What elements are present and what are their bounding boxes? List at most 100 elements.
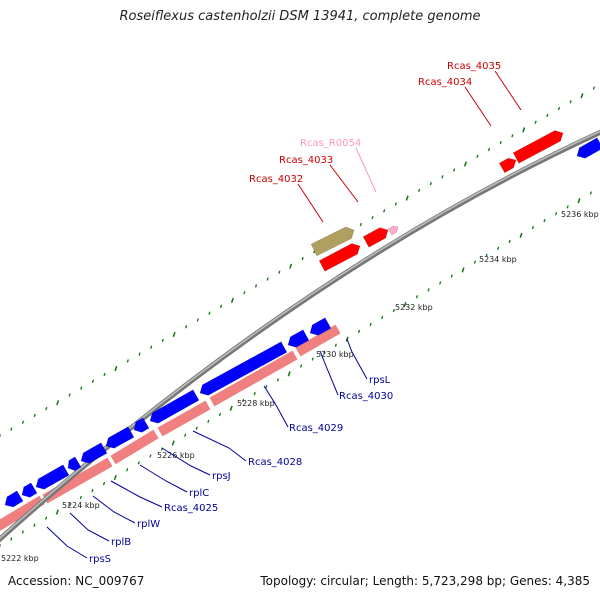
- tick-dot-outer: [126, 359, 129, 363]
- reverse-gene-label: rpsJ: [212, 471, 231, 482]
- tick-dot-inner: [403, 301, 407, 308]
- tick-dot-outer: [208, 311, 211, 315]
- tick-dot-outer: [592, 86, 595, 90]
- rna-gene-arrow: [387, 225, 399, 236]
- tick-dot-outer: [301, 257, 304, 261]
- reverse-gene-arrow: [287, 329, 310, 348]
- forward-label-leader: [329, 164, 359, 203]
- tick-dot-outer: [569, 100, 572, 104]
- tick-dot-outer: [266, 277, 269, 281]
- tick-dot-inner: [485, 253, 488, 257]
- tick-dot-inner: [461, 267, 465, 273]
- tick-dot-outer: [359, 222, 362, 227]
- reverse-gene-arrow: [133, 417, 150, 433]
- tick-dot-outer: [68, 393, 71, 397]
- tick-dot-outer: [138, 352, 141, 356]
- tick-label: 5234 kbp: [479, 255, 517, 264]
- tick-dot-outer: [231, 297, 234, 303]
- tick-dot-inner: [113, 474, 117, 481]
- tick-dot-outer: [114, 366, 118, 372]
- tick-dot-outer: [278, 270, 281, 274]
- reverse-label-leader: [110, 480, 163, 508]
- reverse-gene-label: Rcas_4030: [339, 391, 393, 402]
- tick-dot-inner: [55, 509, 59, 515]
- reverse-shadow-segment: [157, 400, 211, 437]
- tick-dot-inner: [195, 426, 198, 430]
- tick-dot-inner: [276, 378, 279, 382]
- reverse-gene-label: Rcas_4025: [164, 503, 218, 514]
- reverse-gene-label: rplC: [189, 488, 209, 499]
- reverse-gene-arrow: [576, 137, 600, 159]
- forward-gene-label: Rcas_4033: [279, 155, 333, 166]
- tick-dot-outer: [196, 318, 199, 322]
- tick-dot-inner: [21, 530, 24, 534]
- tick-dot-outer: [383, 209, 386, 213]
- genome-stats: Topology: circular; Length: 5,723,298 bp…: [260, 574, 590, 588]
- tick-dot-outer: [464, 161, 467, 167]
- reverse-gene-arrow: [4, 490, 24, 508]
- reverse-label-leader: [263, 385, 289, 428]
- tick-dot-outer: [172, 331, 176, 338]
- tick-dot-outer: [45, 407, 48, 411]
- tick-dot-inner: [450, 274, 453, 278]
- tick-dot-inner: [253, 392, 256, 396]
- reverse-label-leader: [161, 447, 211, 476]
- forward-gene-label: Rcas_4034: [418, 77, 472, 88]
- tick-dot-outer: [476, 154, 479, 158]
- tick-dot-inner: [33, 523, 36, 527]
- tick-dot-outer: [80, 386, 83, 390]
- genome-title: Roseiflexus castenholzii DSM 13941, comp…: [119, 9, 481, 24]
- gene-labels: Rcas_4032 Rcas_4033 Rcas_R0054 Rcas_4034 Rca…: [89, 61, 501, 565]
- reverse-shadow-segment: [0, 495, 45, 531]
- reverse-gene-label: rplW: [137, 519, 160, 530]
- tick-dot-inner: [287, 371, 291, 377]
- tick-dot-outer: [546, 113, 549, 117]
- tick-dot-outer: [103, 372, 106, 377]
- tick-dot-inner: [531, 225, 534, 230]
- tick-dot-inner: [10, 537, 13, 541]
- tick-dot-inner: [137, 461, 140, 465]
- tick-dot-outer: [313, 250, 316, 254]
- tick-label: 5236 kbp: [561, 210, 599, 219]
- tick-dot-inner: [439, 281, 442, 285]
- tick-dot-outer: [150, 345, 153, 349]
- tick-dot-inner: [91, 488, 94, 493]
- tick-dot-outer: [453, 168, 456, 172]
- reverse-gene-arrow: [80, 442, 108, 464]
- tick-dot-outer: [488, 147, 491, 152]
- tick-label: 5222 kbp: [1, 554, 39, 563]
- tick-dot-inner: [415, 295, 418, 299]
- reverse-shadow-track: [0, 324, 341, 531]
- reverse-shadow-segment: [295, 324, 341, 357]
- gene-arrows: [4, 130, 600, 508]
- accession-text: Accession: NC_009767: [8, 574, 145, 588]
- reverse-label-leader: [192, 430, 247, 462]
- tick-label: 5228 kbp: [237, 399, 275, 408]
- tick-dot-outer: [56, 400, 60, 406]
- forward-label-leader: [494, 70, 522, 111]
- forward-gene-arrow: [498, 157, 517, 174]
- tick-dot-inner: [473, 260, 476, 264]
- forward-label-leader: [297, 183, 324, 223]
- tick-dot-inner: [323, 350, 326, 354]
- pseudo-gene-box: [310, 226, 355, 257]
- forward-gene-arrow: [318, 243, 361, 272]
- tick-dot-inner: [45, 516, 48, 520]
- tick-dot-outer: [255, 284, 258, 288]
- tick-labels: 5222 kbp 5224 kbp 5226 kbp 5228 kbp 5230 kbp…: [1, 210, 599, 563]
- tick-dot-inner: [218, 412, 221, 417]
- tick-dot-outer: [557, 106, 560, 111]
- tick-dot-inner: [369, 322, 372, 327]
- tick-dot-outer: [220, 304, 223, 308]
- tick-dot-inner: [427, 288, 430, 292]
- genome-backbone: [0, 129, 600, 543]
- tick-dot-inner: [566, 205, 569, 209]
- reverse-gene-arrow: [149, 389, 200, 424]
- tick-dot-outer: [33, 413, 36, 418]
- tick-dot-inner: [508, 239, 511, 244]
- tick-dot-inner: [334, 343, 337, 347]
- tick-dot-inner: [555, 212, 558, 216]
- tick-dot-outer: [580, 93, 584, 99]
